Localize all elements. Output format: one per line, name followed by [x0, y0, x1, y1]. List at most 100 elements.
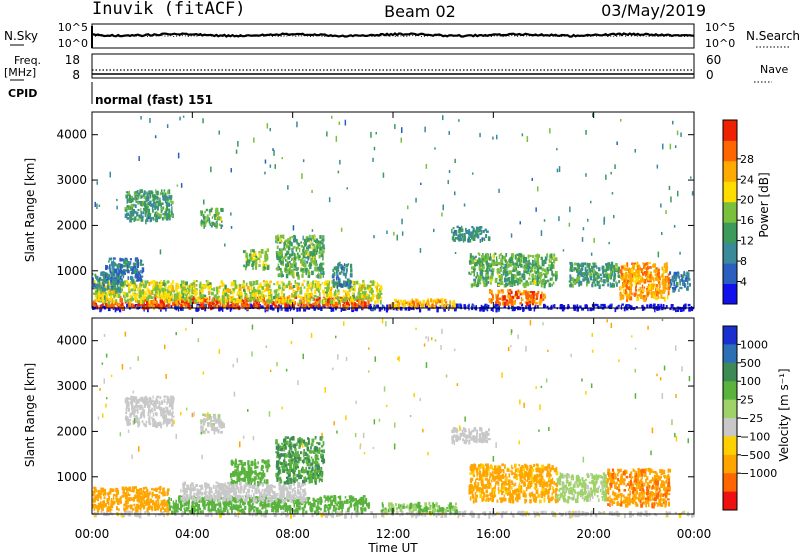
data-cell	[489, 253, 492, 258]
data-cell	[289, 263, 292, 268]
data-cell	[471, 256, 473, 262]
data-cell	[676, 307, 678, 310]
data-cell	[592, 272, 596, 278]
data-cell	[170, 305, 173, 309]
data-cell	[319, 235, 322, 239]
data-cell	[105, 291, 107, 295]
data-cell	[126, 487, 130, 491]
data-cell	[336, 281, 338, 284]
data-cell	[303, 242, 305, 245]
data-cell	[472, 236, 475, 241]
data-cell	[325, 291, 328, 294]
data-cell	[362, 282, 366, 286]
data-cell	[506, 301, 510, 306]
data-cell	[274, 293, 278, 299]
data-cell	[160, 210, 163, 213]
data-cell	[489, 275, 493, 281]
data-cell	[343, 282, 345, 287]
data-cell	[119, 257, 122, 262]
data-cell	[490, 281, 492, 285]
data-cell	[122, 272, 125, 276]
data-cell	[629, 281, 632, 286]
data-cell	[332, 283, 335, 286]
data-cell	[101, 490, 103, 495]
data-cell	[141, 267, 145, 273]
data-cell	[540, 284, 543, 288]
data-cell	[374, 300, 377, 305]
data-cell	[347, 307, 350, 310]
data-cell	[615, 267, 618, 271]
data-cell	[149, 300, 153, 305]
data-cell	[575, 305, 578, 309]
data-cell	[326, 131, 328, 137]
data-cell	[146, 203, 148, 207]
data-cell	[620, 272, 624, 277]
y-tick-label: 2000	[56, 218, 87, 232]
data-cell	[243, 288, 246, 292]
data-cell	[648, 261, 651, 264]
data-cell	[656, 164, 659, 169]
data-cell	[122, 270, 125, 274]
data-cell	[516, 253, 519, 256]
data-cell	[405, 301, 408, 304]
data-cell	[640, 279, 643, 283]
data-cell	[187, 296, 190, 299]
data-cell	[319, 292, 321, 296]
data-cell	[99, 496, 102, 500]
data-cell	[684, 303, 687, 307]
data-cell	[425, 164, 428, 169]
data-cell	[577, 512, 580, 518]
data-cell	[156, 498, 159, 502]
data-cell	[109, 489, 112, 492]
data-cell	[101, 297, 104, 301]
data-cell	[122, 264, 126, 268]
data-cell	[451, 236, 454, 241]
data-cell	[485, 307, 488, 311]
data-cell	[100, 510, 103, 514]
data-cell	[574, 262, 577, 266]
data-cell	[108, 495, 111, 501]
data-cell	[514, 254, 517, 260]
data-cell	[278, 256, 282, 261]
data-cell	[308, 237, 310, 242]
data-cell	[522, 513, 524, 517]
data-cell	[104, 284, 107, 290]
data-cell	[376, 282, 379, 286]
data-cell	[352, 281, 356, 286]
data-cell	[601, 284, 605, 287]
data-cell	[112, 304, 115, 309]
data-cell	[293, 245, 296, 249]
data-cell	[128, 510, 131, 514]
data-cell	[470, 273, 472, 276]
data-cell	[283, 245, 286, 249]
data-cell	[180, 283, 183, 287]
data-cell	[291, 287, 294, 290]
data-cell	[204, 307, 207, 312]
data-cell	[535, 207, 537, 212]
data-cell	[117, 508, 120, 511]
data-cell	[408, 302, 411, 306]
data-cell	[154, 135, 157, 139]
data-cell	[229, 297, 232, 302]
data-cell	[184, 304, 187, 308]
data-cell	[587, 265, 590, 268]
data-cell	[386, 307, 389, 311]
data-cell	[605, 274, 608, 279]
data-cell	[310, 296, 312, 302]
data-cell	[378, 306, 382, 312]
data-cell	[162, 282, 166, 286]
data-cell	[540, 230, 543, 236]
data-cell	[501, 513, 504, 518]
data-cell	[311, 270, 314, 276]
data-cell	[156, 211, 158, 215]
data-cell	[456, 225, 460, 229]
data-cell	[273, 301, 276, 306]
data-cell	[165, 213, 168, 219]
data-cell	[129, 213, 133, 218]
data-cell	[343, 302, 346, 305]
data-cell	[211, 221, 213, 225]
data-cell	[201, 288, 204, 294]
data-cell	[451, 301, 455, 307]
data-cell	[116, 205, 118, 210]
data-cell	[115, 299, 118, 304]
